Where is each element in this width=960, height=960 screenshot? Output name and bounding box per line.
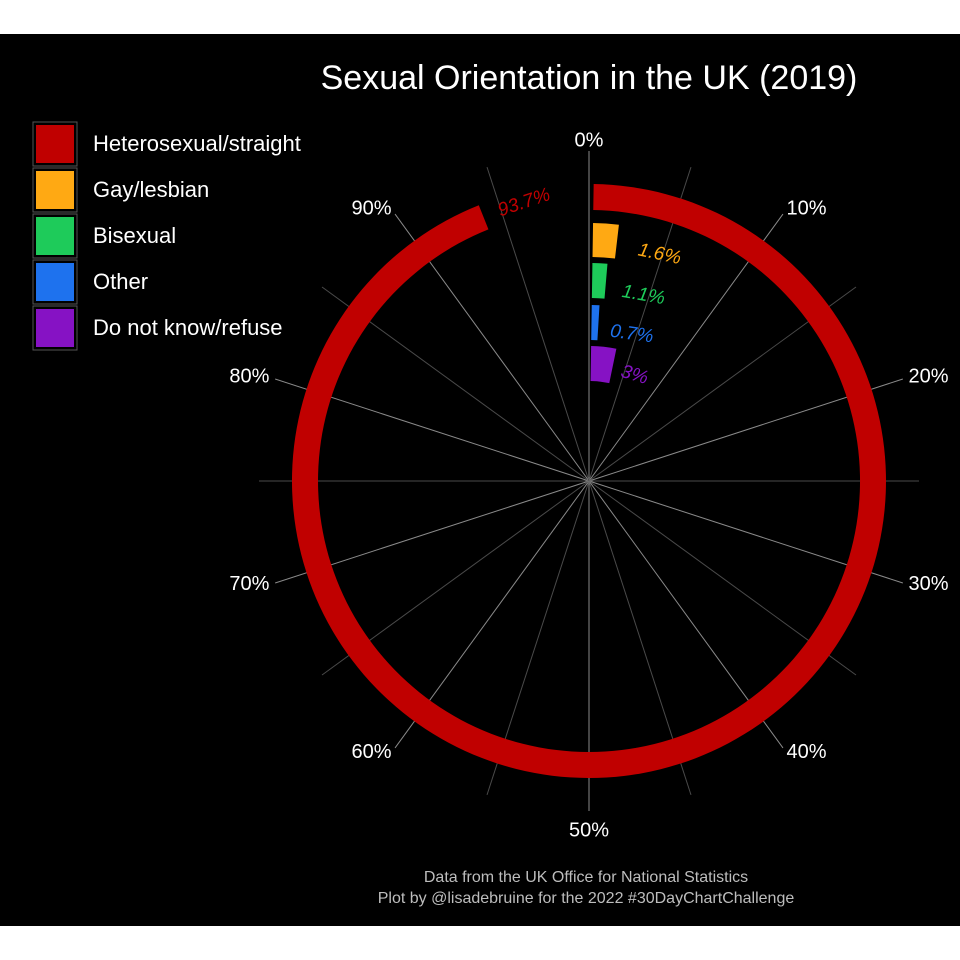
legend-item-heterosexual: Heterosexual/straight	[32, 121, 301, 167]
legend-label: Other	[93, 269, 148, 294]
legend-swatch	[36, 309, 74, 347]
tick-label-20pct: 20%	[909, 365, 949, 387]
bar-do-not-know	[590, 346, 617, 384]
legend-swatch	[36, 263, 74, 301]
legend-item-do-not-know: Do not know/refuse	[32, 305, 283, 351]
plot-background	[0, 34, 960, 926]
tick-label-80pct: 80%	[229, 365, 269, 387]
legend-swatch	[36, 217, 74, 255]
legend-label: Do not know/refuse	[93, 315, 283, 340]
legend: Heterosexual/straight Gay/lesbian Bisexual…	[32, 121, 301, 351]
grid-line	[486, 166, 590, 482]
caption-line-1: Data from the UK Office for National Sta…	[424, 869, 748, 886]
angle-tick-labels: 0% 10% 20% 30% 40% 50% 60% 70% 80% 90%	[229, 129, 948, 841]
legend-item-other: Other	[32, 259, 148, 305]
legend-swatch	[36, 125, 74, 163]
legend-label: Heterosexual/straight	[93, 131, 301, 156]
tick-label-10pct: 10%	[787, 197, 827, 219]
legend-label: Gay/lesbian	[93, 177, 209, 202]
tick-label-50pct: 50%	[569, 819, 609, 841]
legend-item-gay-lesbian: Gay/lesbian	[32, 167, 209, 213]
label-other: 0.7%	[609, 321, 655, 348]
tick-label-40pct: 40%	[787, 741, 827, 763]
tick-label-60pct: 60%	[351, 741, 391, 763]
label-heterosexual: 93.7%	[495, 184, 553, 221]
bar-gay-lesbian	[592, 223, 619, 259]
tick-label-30pct: 30%	[909, 573, 949, 595]
grid-lines	[259, 151, 919, 811]
bar-bisexual	[591, 263, 608, 299]
chart-title: Sexual Orientation in the UK (2019)	[321, 59, 858, 97]
bar-other	[591, 305, 600, 341]
label-do-not-know: 3%	[618, 361, 650, 389]
tick-label-90pct: 90%	[351, 197, 391, 219]
legend-label: Bisexual	[93, 223, 176, 248]
label-gay-lesbian: 1.6%	[636, 239, 683, 269]
legend-swatch	[36, 171, 74, 209]
tick-label-70pct: 70%	[229, 573, 269, 595]
tick-label-0pct: 0%	[575, 129, 604, 151]
caption-line-2: Plot by @lisadebruine for the 2022 #30Da…	[378, 890, 795, 907]
legend-item-bisexual: Bisexual	[32, 213, 176, 259]
label-bisexual: 1.1%	[620, 281, 666, 309]
bars	[291, 184, 886, 779]
